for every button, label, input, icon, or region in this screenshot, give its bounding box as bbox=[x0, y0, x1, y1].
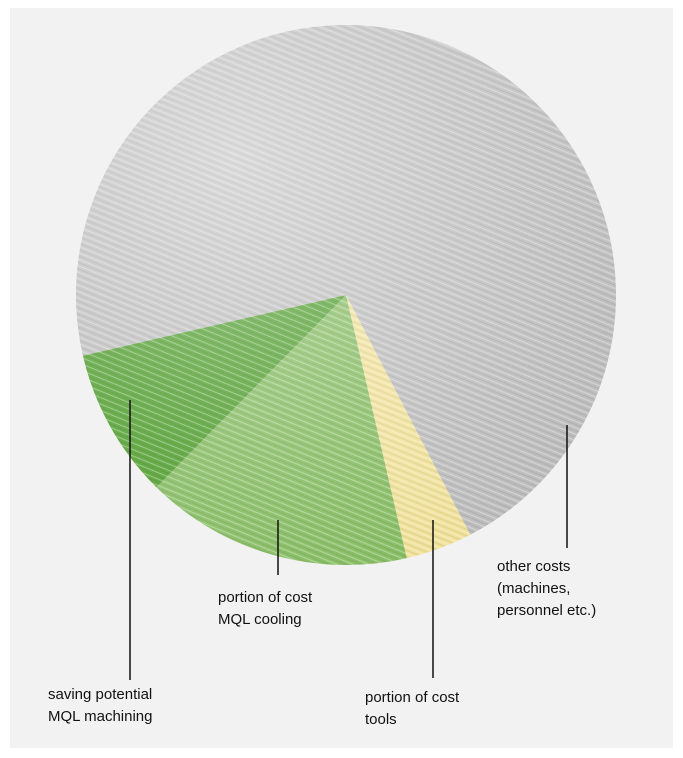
slice-label: portion of cost MQL cooling bbox=[218, 589, 313, 628]
texture bbox=[76, 25, 616, 565]
slice-label: saving potential MQL machining bbox=[48, 686, 153, 725]
slice-label: other costs (machines, personnel etc.) bbox=[497, 558, 597, 619]
slice-label: portion of cost tools bbox=[365, 689, 460, 728]
